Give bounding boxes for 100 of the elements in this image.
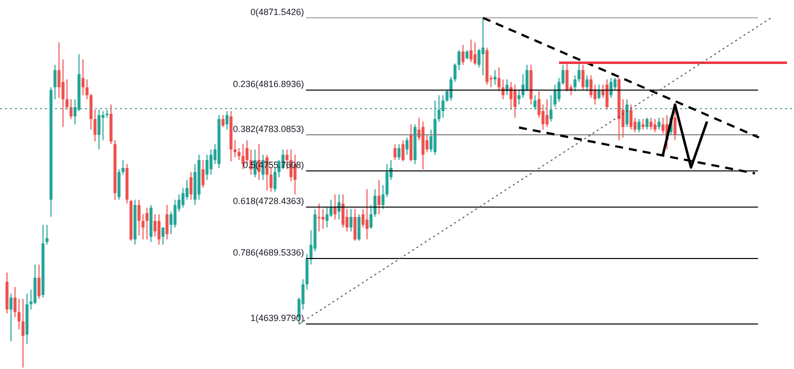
candlestick	[586, 74, 588, 92]
candlestick	[458, 50, 460, 71]
candlestick	[54, 64, 56, 100]
ref-line-label: 0.786(4689.5336)	[232, 248, 304, 258]
candlestick	[370, 204, 372, 230]
candlestick	[206, 154, 208, 180]
candlestick	[330, 199, 332, 218]
candlestick	[590, 74, 592, 98]
candlestick	[10, 293, 12, 342]
candlestick	[138, 199, 140, 236]
candlestick	[450, 76, 452, 102]
candlestick	[654, 118, 656, 133]
candlestick	[650, 117, 652, 130]
candlestick	[62, 59, 64, 128]
candlestick	[70, 98, 72, 120]
candlestick	[642, 118, 644, 130]
candlestick	[394, 144, 396, 161]
candlestick	[526, 64, 528, 92]
candlestick	[566, 62, 568, 92]
candlestick	[210, 148, 212, 176]
candlestick	[462, 44, 464, 66]
candlestick	[626, 98, 628, 128]
candlestick	[398, 144, 400, 161]
candlestick	[442, 94, 444, 118]
candlestick	[522, 74, 524, 98]
candlestick	[482, 17, 484, 76]
candlestick	[334, 194, 336, 220]
candlestick	[358, 214, 360, 242]
candlestick	[226, 110, 228, 130]
candlestick	[86, 78, 88, 100]
candlestick	[366, 188, 368, 240]
candlestick	[354, 208, 356, 242]
candlestick	[406, 137, 408, 156]
candlestick	[454, 62, 456, 82]
candlestick	[174, 199, 176, 228]
candlestick	[378, 179, 380, 215]
candlestick	[578, 62, 580, 82]
candlestick	[466, 50, 468, 60]
candlestick	[574, 74, 576, 92]
ref-line-label: 0.236(4816.8936)	[232, 79, 304, 90]
candlestick	[122, 160, 124, 176]
candlestick	[674, 110, 676, 141]
candlestick	[646, 117, 648, 130]
candlestick	[598, 84, 600, 100]
candlestick	[342, 194, 344, 228]
candlestick	[506, 78, 508, 96]
candlestick	[162, 226, 164, 246]
candlestick	[58, 42, 60, 98]
candlestick	[182, 187, 184, 208]
candlestick	[382, 184, 384, 210]
candlestick	[658, 117, 660, 130]
candlestick	[234, 140, 236, 158]
candlestick	[374, 188, 376, 218]
candlestick	[238, 148, 240, 161]
candlestick	[90, 93, 92, 130]
candlestick	[166, 204, 168, 240]
candlestick	[82, 59, 84, 96]
candlestick	[638, 118, 640, 133]
candlestick	[14, 286, 16, 318]
ref-line-label: 0.618(4728.4363)	[232, 196, 304, 206]
candlestick	[534, 94, 536, 110]
candlestick	[98, 109, 100, 150]
candlestick	[242, 144, 244, 170]
candlestick	[546, 98, 548, 128]
candlestick	[478, 48, 480, 68]
candlestick	[470, 39, 472, 63]
candlestick	[350, 208, 352, 232]
candlestick	[94, 109, 96, 142]
candlestick	[386, 164, 388, 198]
candlestick	[154, 214, 156, 238]
candlestick	[66, 78, 68, 110]
ref-line-label: 0.382(4783.0853)	[232, 124, 304, 134]
candlestick	[142, 214, 144, 240]
candlestick	[38, 264, 40, 300]
ref-line-label: 0(4871.5426)	[250, 6, 304, 17]
candlestick	[514, 84, 516, 118]
candlestick	[158, 214, 160, 246]
candlestick	[202, 160, 204, 188]
candlestick	[498, 66, 500, 92]
candlestick	[550, 94, 552, 122]
candlestick	[606, 78, 608, 110]
candlestick	[322, 208, 324, 230]
candlestick	[18, 298, 20, 330]
candlestick	[610, 78, 612, 98]
candlestick	[582, 64, 584, 90]
candlestick	[518, 89, 520, 105]
candlestick	[438, 94, 440, 122]
candlestick	[190, 171, 192, 200]
candlestick	[146, 207, 148, 240]
candlestick	[630, 104, 632, 130]
candlestick	[402, 140, 404, 162]
candlestick	[22, 298, 24, 368]
candlestick	[362, 208, 364, 228]
candlestick	[46, 224, 48, 246]
candlestick	[222, 114, 224, 128]
candlestick	[102, 110, 104, 141]
candlestick	[326, 207, 328, 228]
candlestick	[494, 70, 496, 86]
candlestick	[554, 84, 556, 108]
candlestick	[474, 42, 476, 66]
